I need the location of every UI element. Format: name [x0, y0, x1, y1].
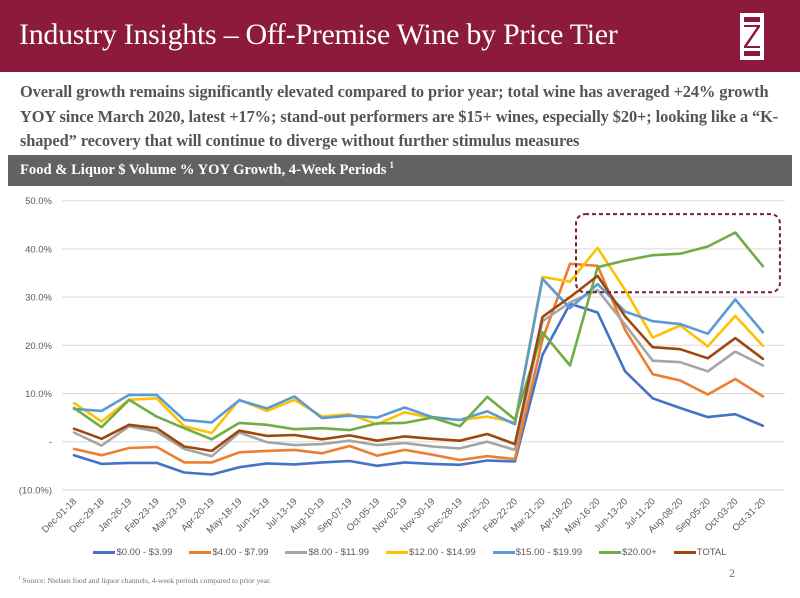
footnote-marker: 1	[389, 160, 394, 170]
page-number: 2	[729, 566, 735, 580]
header-bar: Industry Insights – Off-Premise Wine by …	[0, 0, 800, 72]
source-footnote: 1 Source: Nielsen food and liquor channe…	[18, 576, 271, 585]
chart-legend: $0.00 - $3.99 $4.00 - $7.99 $8.00 - $11.99…	[80, 544, 740, 560]
legend-swatch	[189, 550, 212, 554]
y-tick-label: 30.0%	[25, 293, 52, 304]
series-lines	[72, 231, 765, 476]
series-line	[72, 288, 765, 458]
legend-item: $20.00+	[599, 544, 657, 560]
legend-label: $4.00 - $7.99	[212, 546, 269, 558]
footnote-number: 1	[18, 576, 21, 581]
series-line	[72, 246, 765, 435]
chart-title-band: Food & Liquor $ Volume % YOY Growth, 4-W…	[8, 155, 792, 186]
annotation	[575, 213, 781, 294]
z-monogram-logo-icon	[740, 13, 764, 60]
legend-item: $8.00 - $11.99	[285, 544, 369, 560]
highlight-box	[575, 213, 781, 294]
legend-item: $0.00 - $3.99	[93, 544, 172, 560]
series-20-00	[72, 231, 765, 441]
series-line	[72, 277, 765, 426]
chart-title: Food & Liquor $ Volume % YOY Growth, 4-W…	[20, 160, 394, 179]
legend-label: $0.00 - $3.99	[116, 546, 173, 558]
summary-text: Overall growth remains significantly ele…	[20, 82, 779, 150]
legend-label: $15.00 - $19.99	[515, 546, 583, 558]
legend-swatch	[285, 550, 308, 554]
series-4-00-7-99	[72, 262, 765, 464]
chart-title-text: Food & Liquor $ Volume % YOY Growth, 4-W…	[20, 162, 387, 178]
gridlines	[62, 200, 785, 491]
legend-label: $8.00 - $11.99	[308, 546, 370, 558]
x-axis-ticks: Dec-01-18Dec-29-18Jan-26-19Feb-23-19Mar-…	[40, 496, 768, 536]
series-line	[72, 302, 765, 476]
page-title: Industry Insights – Off-Premise Wine by …	[19, 18, 618, 51]
y-tick-label: 50.0%	[25, 196, 52, 207]
legend-swatch	[492, 550, 515, 554]
legend-swatch	[93, 550, 116, 554]
y-tick-label: (10.0%)	[19, 485, 52, 496]
legend-label: TOTAL	[696, 546, 727, 558]
y-tick-label: 20.0%	[25, 341, 52, 352]
legend-swatch	[386, 550, 409, 554]
y-axis-ticks: (10.0%) - 10.0% 20.0% 30.0% 40.0% 50.0%	[19, 196, 53, 496]
series-line	[72, 274, 765, 453]
series-15-00-19-99	[72, 277, 765, 426]
series-12-00-14-99	[72, 246, 765, 435]
y-tick-label: -	[49, 437, 52, 448]
series-line	[72, 262, 765, 464]
legend-item: TOTAL	[673, 544, 727, 560]
y-tick-label: 40.0%	[25, 244, 52, 255]
series-total	[72, 274, 765, 453]
legend-swatch	[599, 550, 622, 554]
legend-swatch	[673, 550, 696, 554]
series-0-00-3-99	[72, 302, 765, 476]
series-8-00-11-99	[72, 288, 765, 458]
legend-item: $15.00 - $19.99	[492, 544, 583, 560]
line-chart: (10.0%) - 10.0% 20.0% 30.0% 40.0% 50.0% Dec-01…	[19, 196, 785, 536]
series-line	[72, 231, 765, 441]
legend-item: $4.00 - $7.99	[189, 544, 268, 560]
legend-item: $12.00 - $14.99	[386, 544, 476, 560]
footnote-text: Source: Nielsen food and liquor channels…	[20, 576, 272, 585]
y-tick-label: 10.0%	[25, 389, 52, 400]
legend-label: $20.00+	[622, 546, 657, 558]
legend-label: $12.00 - $14.99	[409, 546, 476, 558]
